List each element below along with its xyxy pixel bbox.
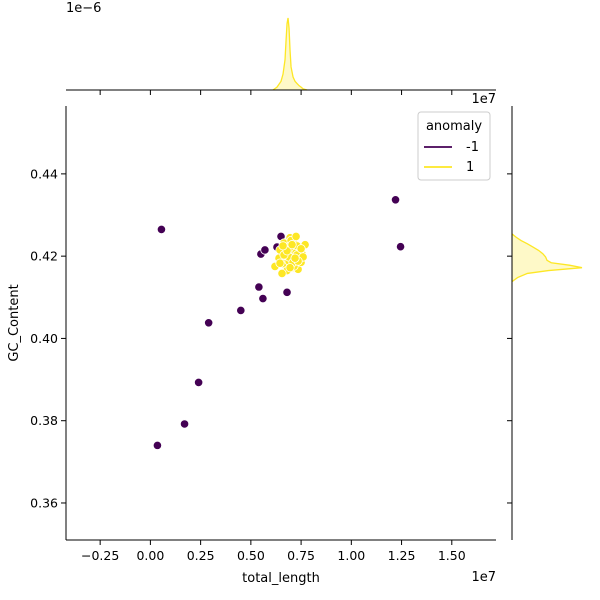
x-axis-label: total_length (242, 571, 320, 586)
point-anomaly-neg1 (204, 318, 214, 328)
point-anomaly-1 (277, 268, 287, 279)
legend-label-neg1: -1 (466, 140, 479, 155)
main-axes: −0.25 0.00 0.25 0.50 0.75 1.00 1.25 1.50 0.36 0.… (7, 92, 496, 586)
top-marginal: 1e−6 (66, 1, 496, 95)
x-tick-label: 1.00 (337, 548, 365, 563)
point-anomaly-1 (278, 241, 288, 251)
legend: anomaly -1 1 (417, 111, 491, 181)
y-tick-label: 0.42 (30, 249, 58, 264)
x-tick-label: 0.25 (187, 548, 215, 563)
x-offset-label: 1e7 (471, 570, 496, 585)
y-axis-label: GC_Content (7, 284, 22, 361)
point-anomaly-neg1 (156, 224, 167, 235)
x-tick-label: 0.50 (237, 548, 265, 563)
right-kde-line (511, 233, 583, 283)
point-anomaly-neg1 (152, 440, 163, 450)
point-anomaly-neg1 (179, 419, 190, 429)
right-kde-fill (512, 233, 582, 282)
y-tick-label: 0.44 (30, 166, 58, 181)
point-anomaly-neg1 (390, 195, 401, 205)
point-anomaly-neg1 (236, 305, 246, 316)
point-anomaly-1 (287, 240, 297, 250)
point-anomaly-1 (275, 258, 285, 268)
legend-title: anomaly (426, 119, 482, 134)
y-tick-label: 0.40 (30, 331, 58, 346)
x-tick-label: 1.25 (388, 548, 416, 563)
x-tick-label: 0.00 (136, 548, 164, 563)
point-anomaly-neg1 (395, 242, 406, 252)
top-kde-line (272, 17, 308, 91)
point-anomaly-neg1 (194, 377, 204, 388)
point-anomaly-neg1 (260, 245, 270, 255)
legend-box (417, 111, 491, 181)
right-marginal (507, 106, 583, 540)
x-tick-label: −0.25 (81, 548, 119, 563)
point-anomaly-1 (285, 263, 295, 273)
point-anomaly-neg1 (258, 293, 268, 304)
x-tick-label: 0.75 (287, 548, 315, 563)
point-anomaly-neg1 (282, 287, 292, 297)
point-anomaly-1 (290, 253, 300, 263)
y-tick-label: 0.36 (30, 495, 58, 510)
top-marginal-offset-label: 1e−6 (66, 1, 101, 16)
point-anomaly-neg1 (254, 282, 264, 292)
x-tick-label: 1.50 (438, 548, 466, 563)
point-anomaly-1 (296, 244, 306, 254)
y-offset-label: 1e7 (471, 92, 496, 107)
y-tick-label: 0.38 (30, 413, 58, 428)
legend-label-1: 1 (466, 160, 474, 175)
point-anomaly-1 (291, 231, 301, 242)
